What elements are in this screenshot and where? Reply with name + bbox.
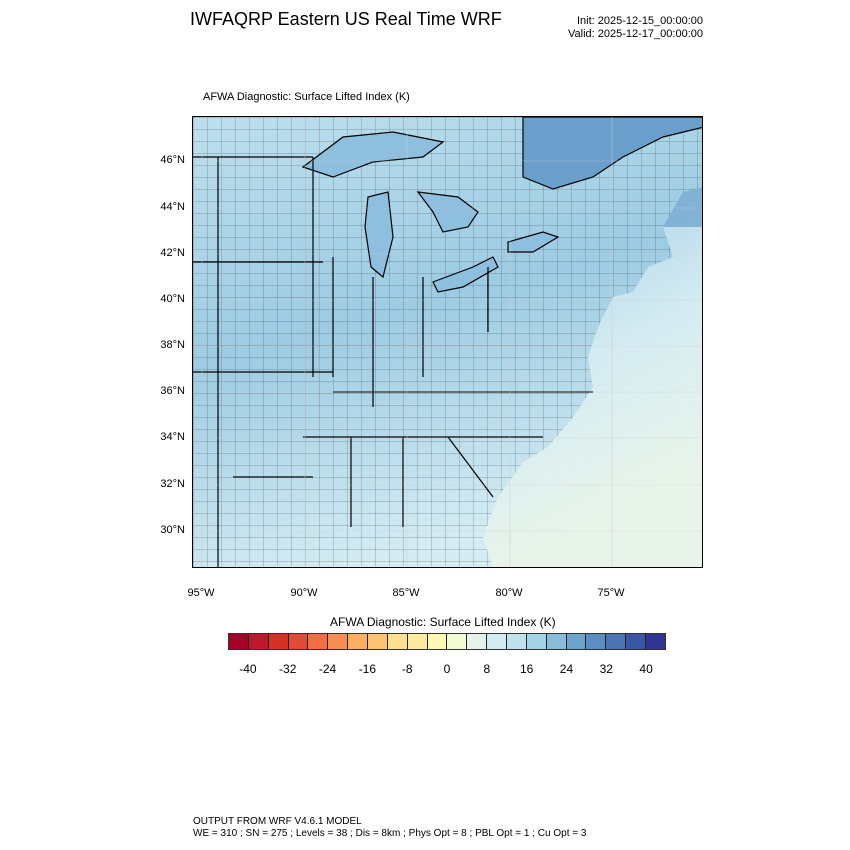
lat-label: 34°N bbox=[160, 431, 185, 443]
lat-label: 46°N bbox=[160, 154, 185, 166]
colorbar-swatch bbox=[268, 634, 289, 649]
lon-label: 80°W bbox=[495, 587, 523, 599]
lon-label: 90°W bbox=[290, 587, 318, 599]
map-svg bbox=[193, 117, 702, 567]
colorbar-swatch bbox=[526, 634, 547, 649]
colorbar-swatch bbox=[606, 634, 627, 649]
lat-label: 30°N bbox=[160, 524, 185, 536]
colorbar-label: 40 bbox=[639, 662, 653, 676]
colorbar-swatch bbox=[248, 634, 269, 649]
colorbar-swatch bbox=[467, 634, 488, 649]
colorbar-swatch bbox=[487, 634, 508, 649]
colorbar-title: AFWA Diagnostic: Surface Lifted Index (K… bbox=[330, 615, 556, 629]
lat-label: 38°N bbox=[160, 339, 185, 351]
colorbar-label: 8 bbox=[483, 662, 491, 676]
colorbar-swatch bbox=[427, 634, 448, 649]
canada-region bbox=[522, 117, 702, 190]
lat-label: 44°N bbox=[160, 201, 185, 213]
colorbar-swatch bbox=[507, 634, 527, 649]
colorbar-swatch bbox=[229, 634, 249, 649]
colorbar-swatch bbox=[308, 634, 329, 649]
colorbar-swatch bbox=[447, 634, 468, 649]
colorbar-label: -8 bbox=[401, 662, 413, 676]
lon-label: 95°W bbox=[187, 587, 215, 599]
colorbar-swatch bbox=[288, 634, 309, 649]
lake-erie bbox=[432, 256, 499, 293]
colorbar-swatch bbox=[407, 634, 428, 649]
colorbar-label: -24 bbox=[318, 662, 337, 676]
colorbar-swatch bbox=[586, 634, 607, 649]
lake-ontario bbox=[507, 231, 560, 253]
colorbar-swatch bbox=[566, 634, 587, 649]
colorbar-label: -32 bbox=[279, 662, 297, 676]
init-time: Init: 2025-12-15_00:00:00 bbox=[577, 15, 703, 27]
map-panel bbox=[192, 116, 703, 568]
colorbar-swatch bbox=[626, 634, 647, 649]
lake-superior bbox=[301, 131, 445, 178]
lat-label: 36°N bbox=[160, 385, 185, 397]
lat-label: 32°N bbox=[160, 478, 185, 490]
graticule bbox=[193, 117, 702, 567]
lon-label: 75°W bbox=[597, 587, 625, 599]
footer: OUTPUT FROM WRF V4.6.1 MODEL WE = 310 ; … bbox=[193, 816, 586, 840]
great-lakes bbox=[301, 131, 560, 293]
lake-michigan bbox=[364, 191, 394, 279]
lat-label: 42°N bbox=[160, 247, 185, 259]
lat-label: 40°N bbox=[160, 293, 185, 305]
time-info: Init: 2025-12-15_00:00:00 Valid: 2025-12… bbox=[568, 15, 703, 41]
colorbar-swatch bbox=[348, 634, 369, 649]
colorbar-swatch bbox=[646, 634, 665, 649]
colorbar-label: 24 bbox=[559, 662, 574, 676]
field-subtitle: AFWA Diagnostic: Surface Lifted Index (K… bbox=[203, 91, 410, 103]
colorbar-swatch bbox=[368, 634, 388, 649]
colorbar-label: 0 bbox=[443, 662, 451, 676]
footer-config: WE = 310 ; SN = 275 ; Levels = 38 ; Dis … bbox=[193, 828, 587, 839]
valid-time: Valid: 2025-12-17_00:00:00 bbox=[568, 28, 703, 40]
colorbar bbox=[228, 633, 666, 650]
footer-model: OUTPUT FROM WRF V4.6.1 MODEL bbox=[193, 816, 362, 827]
colorbar-swatch bbox=[546, 634, 567, 649]
plot-title: IWFAQRP Eastern US Real Time WRF bbox=[190, 9, 502, 29]
colorbar-swatch bbox=[387, 634, 408, 649]
lake-huron bbox=[416, 191, 479, 233]
colorbar-label: -16 bbox=[358, 662, 377, 676]
colorbar-label: 32 bbox=[599, 662, 613, 676]
colorbar-label: 16 bbox=[519, 662, 534, 676]
colorbar-swatch bbox=[328, 634, 349, 649]
county-lines bbox=[193, 117, 702, 567]
lon-label: 85°W bbox=[392, 587, 420, 599]
colorbar-label: -40 bbox=[239, 662, 257, 676]
